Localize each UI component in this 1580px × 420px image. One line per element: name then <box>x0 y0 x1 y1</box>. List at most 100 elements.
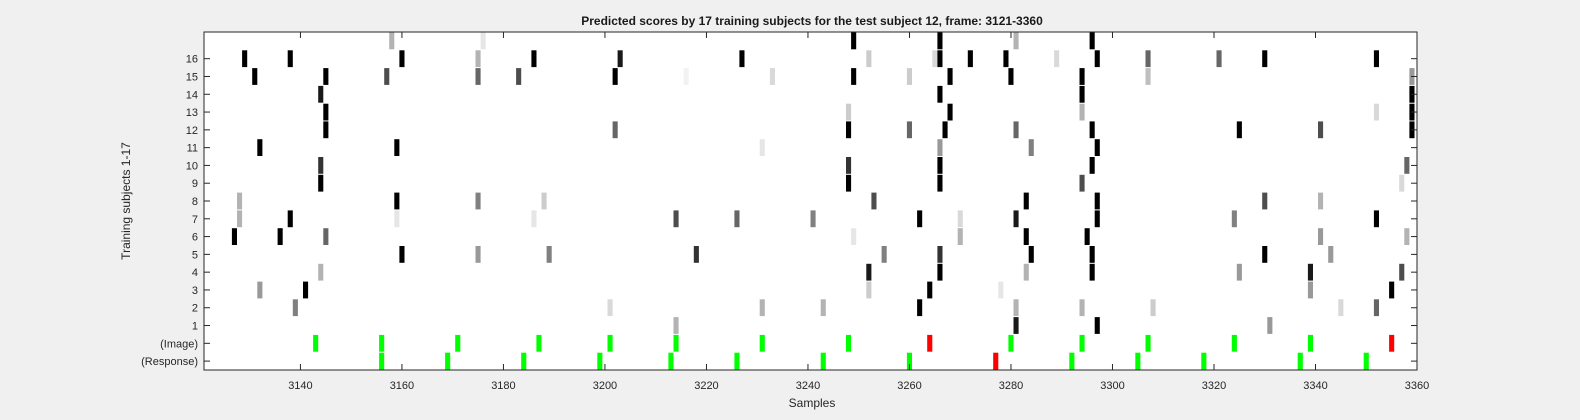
score-mark <box>323 121 329 139</box>
y-tick-label: 3 <box>192 285 198 297</box>
image-event-mark <box>1008 334 1014 352</box>
score-mark <box>810 210 816 228</box>
score-mark <box>1023 263 1029 281</box>
image-event-mark <box>313 334 319 352</box>
score-mark <box>673 317 679 334</box>
x-tick-label: 3200 <box>593 380 617 392</box>
score-mark <box>957 210 963 228</box>
y-tick-label: 13 <box>186 107 198 119</box>
score-mark <box>1262 192 1268 210</box>
score-mark <box>1054 50 1060 68</box>
response-event-mark <box>668 352 674 370</box>
score-mark <box>1267 317 1273 334</box>
score-mark <box>384 68 390 85</box>
score-mark <box>287 50 293 68</box>
y-tick-label: 11 <box>187 143 198 155</box>
score-mark <box>1150 299 1156 317</box>
score-mark <box>394 139 400 156</box>
score-mark <box>957 228 963 245</box>
score-mark <box>394 192 400 210</box>
image-event-mark <box>455 334 461 352</box>
score-mark <box>1236 263 1242 281</box>
score-mark <box>323 228 329 245</box>
response-event-mark <box>820 352 826 370</box>
score-mark <box>851 32 857 50</box>
x-tick-label: 3320 <box>1202 380 1226 392</box>
score-mark <box>541 192 547 210</box>
score-mark <box>947 103 953 121</box>
score-mark <box>942 121 948 139</box>
score-mark <box>866 50 872 68</box>
score-mark <box>475 192 481 210</box>
score-mark <box>871 192 877 210</box>
score-mark <box>1216 50 1222 68</box>
score-mark <box>1028 139 1034 156</box>
score-mark <box>475 50 481 68</box>
score-mark <box>1089 263 1095 281</box>
score-mark <box>1399 263 1405 281</box>
score-mark <box>1094 50 1100 68</box>
score-mark <box>1318 192 1324 210</box>
image-event-mark <box>1389 334 1395 352</box>
score-mark <box>1399 174 1405 192</box>
score-mark <box>937 50 943 68</box>
score-mark <box>1262 50 1268 68</box>
score-mark <box>1262 246 1268 263</box>
score-mark <box>323 103 329 121</box>
score-mark <box>1145 68 1151 85</box>
score-mark <box>947 68 953 85</box>
score-mark <box>932 50 938 68</box>
score-mark <box>1089 157 1095 174</box>
score-mark <box>1013 299 1019 317</box>
score-mark <box>917 299 923 317</box>
y-tick-label: 9 <box>192 178 198 190</box>
score-mark <box>612 121 618 139</box>
response-event-mark <box>1201 352 1207 370</box>
image-event-mark <box>759 334 765 352</box>
score-mark <box>1084 228 1090 245</box>
score-mark <box>1318 228 1324 245</box>
score-mark <box>1145 50 1151 68</box>
score-mark <box>769 68 775 85</box>
score-mark <box>683 68 689 85</box>
score-mark <box>1094 139 1100 156</box>
score-mark <box>516 68 522 85</box>
response-event-mark <box>521 352 527 370</box>
score-mark <box>906 68 912 85</box>
score-mark <box>1373 103 1379 121</box>
y-tick-label: 15 <box>186 71 198 83</box>
response-event-mark <box>1069 352 1075 370</box>
y-axis-label: Training subjects 1-17 <box>119 142 133 260</box>
x-tick-label: 3360 <box>1405 380 1429 392</box>
score-mark <box>866 281 872 299</box>
image-event-mark <box>536 334 542 352</box>
score-mark <box>673 210 679 228</box>
score-mark <box>1003 50 1009 68</box>
score-mark <box>906 121 912 139</box>
response-event-mark <box>993 352 999 370</box>
score-mark <box>866 263 872 281</box>
image-event-mark <box>846 334 852 352</box>
score-mark <box>475 68 481 85</box>
score-mark <box>242 50 248 68</box>
response-event-mark <box>445 352 451 370</box>
score-mark <box>1079 299 1085 317</box>
score-mark <box>851 228 857 245</box>
y-tick-label: 7 <box>192 214 198 226</box>
score-mark <box>1079 85 1085 103</box>
score-mark <box>1307 281 1313 299</box>
marks-layer <box>231 32 1415 370</box>
score-mark <box>1373 210 1379 228</box>
response-event-mark <box>1135 352 1141 370</box>
y-tick-label: 1 <box>192 321 198 333</box>
score-mark <box>759 299 765 317</box>
score-mark <box>881 246 887 263</box>
score-mark <box>759 139 765 156</box>
response-event-mark <box>379 352 385 370</box>
score-mark <box>937 246 943 263</box>
response-event-mark <box>906 352 912 370</box>
x-tick-label: 3220 <box>694 380 718 392</box>
response-event-mark <box>734 352 740 370</box>
score-mark <box>318 174 324 192</box>
score-mark <box>1023 192 1029 210</box>
